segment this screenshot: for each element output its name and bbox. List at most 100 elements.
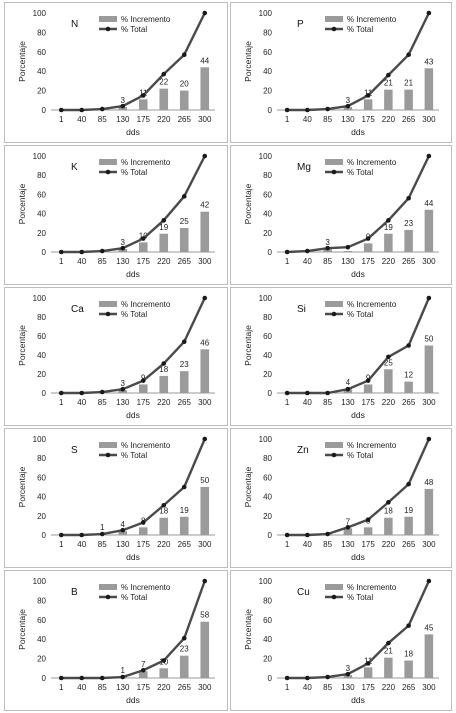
x-tick-label: 175	[361, 540, 375, 549]
bar-data-label: 19	[404, 506, 413, 515]
combo-chart: 0 20 40 60 80 100 3 11 21 18 45 1 40 85 130 175 220 265 30…	[243, 577, 439, 705]
bar-data-label: 42	[200, 201, 209, 210]
bar-data-label: 18	[159, 507, 168, 516]
total-point	[386, 218, 391, 223]
legend-total: % Total	[347, 593, 373, 602]
y-tick-label: 100	[259, 9, 273, 18]
legend-bar-swatch	[99, 584, 117, 590]
total-point	[325, 674, 330, 680]
legend-incremento: % Incremento	[121, 300, 171, 309]
y-tick-label: 100	[259, 152, 273, 161]
x-axis-title: dds	[351, 127, 365, 137]
total-point	[345, 525, 351, 530]
y-tick-label: 0	[42, 674, 47, 683]
bar-data-label: 9	[366, 373, 371, 382]
y-tick-label: 60	[263, 190, 272, 199]
total-point	[79, 107, 85, 113]
x-tick-label: 130	[341, 115, 355, 124]
x-tick-label: 40	[77, 115, 86, 124]
y-tick-label: 40	[263, 493, 272, 502]
y-tick-label: 40	[263, 67, 272, 76]
x-tick-label: 1	[59, 540, 64, 549]
legend-total: % Total	[347, 451, 373, 460]
bar-data-label: 3	[346, 664, 351, 673]
total-point	[120, 103, 126, 109]
total-point	[181, 194, 187, 199]
y-tick-label: 40	[263, 635, 272, 644]
bar-data-label: 43	[424, 57, 433, 66]
y-tick-label: 60	[37, 332, 46, 341]
chart-panel: 0 20 40 60 80 100 3 11 21 18 45 1 40 85 130 175 220 265 30…	[230, 570, 452, 711]
bar-incremento	[138, 671, 148, 678]
y-tick-label: 40	[37, 493, 46, 502]
legend-incremento: % Incremento	[121, 583, 171, 592]
legend-total: % Total	[347, 310, 373, 319]
x-tick-label: 300	[198, 115, 212, 124]
bar-data-label: 3	[121, 96, 126, 105]
bar-data-label: 21	[384, 647, 393, 656]
x-tick-label: 220	[157, 683, 171, 692]
bar-data-label: 9	[141, 373, 146, 382]
total-point	[305, 390, 310, 396]
y-tick-label: 40	[37, 351, 46, 360]
bar-incremento	[200, 67, 210, 110]
total-point	[406, 52, 411, 58]
bar-incremento	[404, 660, 413, 678]
bar-incremento	[343, 528, 353, 535]
bar-incremento	[118, 390, 128, 393]
y-tick-label: 40	[263, 210, 272, 219]
x-axis-title: dds	[351, 552, 365, 562]
total-point	[99, 389, 105, 395]
bar-incremento	[179, 228, 189, 252]
total-point	[161, 658, 167, 663]
x-tick-label: 130	[341, 540, 355, 549]
x-tick-label: 130	[116, 540, 130, 549]
total-point	[305, 248, 310, 254]
y-axis-title: Porcentaje	[243, 41, 253, 82]
y-tick-label: 20	[263, 512, 272, 521]
legend-total: % Total	[121, 451, 147, 460]
x-tick-label: 220	[157, 115, 171, 124]
x-tick-label: 265	[178, 683, 192, 692]
element-symbol: S	[71, 445, 78, 456]
x-tick-label: 300	[198, 257, 212, 266]
total-point	[386, 500, 391, 505]
total-point	[345, 244, 351, 250]
y-axis-title: Porcentaje	[17, 183, 27, 224]
chart-panel: 0 20 40 60 80 100 3 11 21 21 43 1 40 85 130 175 220 265 30…	[230, 2, 452, 143]
total-point	[406, 195, 411, 201]
x-tick-label: 265	[402, 257, 416, 266]
x-tick-label: 220	[382, 398, 396, 407]
x-tick-label: 130	[341, 398, 355, 407]
y-tick-label: 0	[268, 106, 273, 115]
total-point	[426, 153, 432, 159]
x-tick-label: 85	[98, 257, 107, 266]
total-point	[99, 675, 105, 681]
x-tick-label: 265	[402, 540, 416, 549]
x-tick-label: 300	[422, 398, 436, 407]
x-tick-label: 175	[137, 398, 151, 407]
total-point	[140, 378, 146, 383]
bar-incremento	[404, 381, 413, 393]
x-tick-label: 300	[422, 257, 436, 266]
x-tick-label: 220	[382, 257, 396, 266]
y-tick-label: 60	[263, 332, 272, 341]
bar-data-label: 25	[180, 217, 189, 226]
total-point	[202, 578, 208, 584]
total-point	[99, 248, 105, 254]
x-tick-label: 40	[303, 540, 312, 549]
total-point	[120, 245, 126, 251]
combo-chart: 0 20 40 60 80 100 4 9 25 12 50 1 40 85 130 175 220 265 300…	[243, 294, 439, 420]
x-tick-label: 265	[178, 398, 192, 407]
total-point	[202, 295, 208, 301]
legend-incremento: % Incremento	[347, 583, 397, 592]
x-axis-title: dds	[126, 269, 140, 279]
total-point	[365, 378, 371, 383]
y-tick-label: 20	[37, 87, 46, 96]
x-tick-label: 85	[323, 540, 332, 549]
y-tick-label: 20	[37, 370, 46, 379]
total-line	[61, 155, 206, 254]
x-tick-label: 175	[137, 540, 151, 549]
bar-data-label: 20	[180, 80, 189, 89]
legend-line-marker	[331, 169, 337, 175]
